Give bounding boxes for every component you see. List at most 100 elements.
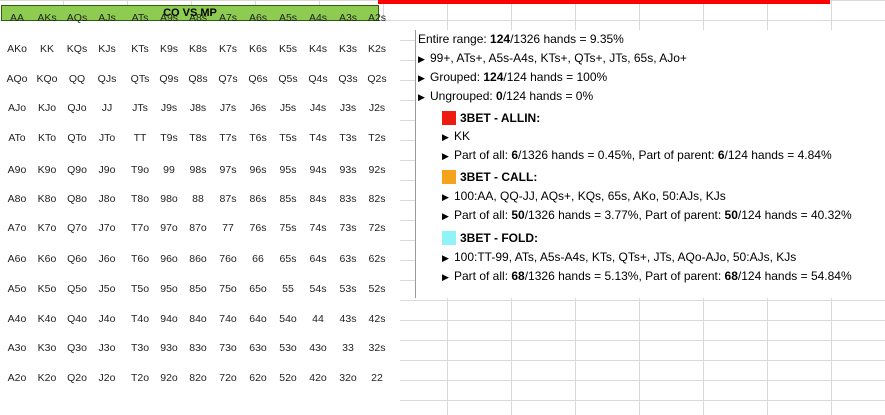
hand-cell-J3s[interactable]: J3s <box>339 102 357 114</box>
hand-cell-42s[interactable]: 42s <box>368 313 386 325</box>
hand-cell-T9o[interactable]: T9o <box>130 164 150 176</box>
hand-cell-Q3o[interactable]: Q3o <box>67 342 87 354</box>
hand-cell-75s[interactable]: 75s <box>279 222 297 234</box>
ungrouped-line[interactable]: ▶ Ungrouped: 0/124 hands = 0% <box>418 89 593 103</box>
expand-arrow-icon[interactable]: ▶ <box>418 73 425 83</box>
hand-cell-A7o[interactable]: A7o <box>7 222 27 234</box>
hand-cell-96o[interactable]: 96o <box>160 253 178 265</box>
hand-cell-ATs[interactable]: ATs <box>131 12 149 24</box>
hand-cell-A4s[interactable]: A4s <box>308 12 328 24</box>
group-call-hands-line[interactable]: ▶ 100:AA, QQ-JJ, AQs+, KQs, 65s, AKo, 50:… <box>442 189 726 203</box>
hand-cell-QTo[interactable]: QTo <box>67 132 87 144</box>
hand-cell-72s[interactable]: 72s <box>368 222 386 234</box>
hand-cell-98o[interactable]: 98o <box>160 193 178 205</box>
hand-cell-J6o[interactable]: J6o <box>98 253 116 265</box>
hand-cell-J8s[interactable]: J8s <box>189 102 207 114</box>
hand-cell-T8o[interactable]: T8o <box>130 193 150 205</box>
expand-arrow-icon[interactable]: ▶ <box>442 192 449 202</box>
hand-cell-A5o[interactable]: A5o <box>7 283 27 295</box>
hand-cell-Q2s[interactable]: Q2s <box>367 73 387 85</box>
hand-cell-A4o[interactable]: A4o <box>7 313 27 325</box>
hand-cell-K9o[interactable]: K9o <box>37 164 57 176</box>
hand-cell-64o[interactable]: 64o <box>249 313 267 325</box>
hand-cell-K3o[interactable]: K3o <box>37 342 57 354</box>
hand-cell-K2s[interactable]: K2s <box>367 43 387 55</box>
group-allin-hands-line[interactable]: ▶ KK <box>442 129 470 143</box>
hand-cell-QJs[interactable]: QJs <box>97 73 117 85</box>
call-color-swatch[interactable] <box>442 170 456 184</box>
hand-cell-T9s[interactable]: T9s <box>160 132 178 144</box>
hand-cell-Q5s[interactable]: Q5s <box>278 73 298 85</box>
hand-cell-42o[interactable]: 42o <box>309 372 327 384</box>
hand-cell-84o[interactable]: 84o <box>189 313 207 325</box>
hand-cell-J7s[interactable]: J7s <box>219 102 237 114</box>
hand-cell-98s[interactable]: 98s <box>189 164 207 176</box>
hand-cell-Q7o[interactable]: Q7o <box>67 222 87 234</box>
hand-cell-A6s[interactable]: A6s <box>248 12 268 24</box>
hand-cell-QJo[interactable]: QJo <box>67 102 87 114</box>
hand-cell-A9s[interactable]: A9s <box>159 12 179 24</box>
hand-cell-T5o[interactable]: T5o <box>130 283 150 295</box>
hand-cell-K5s[interactable]: K5s <box>278 43 298 55</box>
hand-cell-J6s[interactable]: J6s <box>249 102 267 114</box>
grouped-line[interactable]: ▶ Grouped: 124/124 hands = 100% <box>418 70 607 84</box>
hand-cell-86o[interactable]: 86o <box>189 253 207 265</box>
hand-cell-QQ[interactable]: QQ <box>68 73 86 85</box>
hand-cell-72o[interactable]: 72o <box>219 372 237 384</box>
hand-cell-KJs[interactable]: KJs <box>98 43 116 55</box>
hand-cell-K6s[interactable]: K6s <box>248 43 268 55</box>
hand-cell-32s[interactable]: 32s <box>368 342 386 354</box>
hand-cell-QTs[interactable]: QTs <box>130 73 150 85</box>
hand-cell-A9o[interactable]: A9o <box>7 164 27 176</box>
hand-cell-Q7s[interactable]: Q7s <box>218 73 238 85</box>
hand-cell-73s[interactable]: 73s <box>339 222 357 234</box>
hand-cell-53s[interactable]: 53s <box>339 283 357 295</box>
hand-cell-A5s[interactable]: A5s <box>278 12 298 24</box>
range-list-line[interactable]: ▶ 99+, ATs+, A5s-A4s, KTs+, QTs+, JTs, 65… <box>418 51 687 65</box>
hand-cell-93s[interactable]: 93s <box>339 164 357 176</box>
hand-cell-J5o[interactable]: J5o <box>98 283 116 295</box>
hand-cell-A2s[interactable]: A2s <box>367 12 387 24</box>
hand-cell-KTs[interactable]: KTs <box>131 43 149 55</box>
hand-cell-93o[interactable]: 93o <box>160 342 178 354</box>
hand-cell-Q9o[interactable]: Q9o <box>67 164 87 176</box>
hand-cell-T4s[interactable]: T4s <box>309 132 327 144</box>
hand-cell-A8o[interactable]: A8o <box>7 193 27 205</box>
expand-arrow-icon[interactable]: ▶ <box>442 132 449 142</box>
hand-cell-76o[interactable]: 76o <box>219 253 237 265</box>
hand-cell-85o[interactable]: 85o <box>189 283 207 295</box>
hand-cell-53o[interactable]: 53o <box>279 342 297 354</box>
hand-cell-43s[interactable]: 43s <box>339 313 357 325</box>
hand-cell-Q9s[interactable]: Q9s <box>159 73 179 85</box>
hand-cell-65s[interactable]: 65s <box>279 253 297 265</box>
hand-cell-J2s[interactable]: J2s <box>368 102 386 114</box>
hand-cell-97o[interactable]: 97o <box>160 222 178 234</box>
hand-cell-T7o[interactable]: T7o <box>130 222 150 234</box>
hand-cell-T3o[interactable]: T3o <box>130 342 150 354</box>
hand-cell-JJ[interactable]: JJ <box>101 102 113 114</box>
hand-cell-J7o[interactable]: J7o <box>98 222 116 234</box>
hand-cell-22[interactable]: 22 <box>371 372 383 384</box>
hand-cell-66[interactable]: 66 <box>252 253 264 265</box>
hand-cell-94s[interactable]: 94s <box>309 164 327 176</box>
hand-cell-K8o[interactable]: K8o <box>37 193 57 205</box>
expand-arrow-icon[interactable]: ▶ <box>418 92 425 102</box>
hand-cell-Q6s[interactable]: Q6s <box>248 73 268 85</box>
group-allin-part-line[interactable]: ▶ Part of all: 6/1326 hands = 0.45%, Part… <box>442 148 832 162</box>
hand-cell-Q4o[interactable]: Q4o <box>67 313 87 325</box>
hand-cell-88[interactable]: 88 <box>192 193 204 205</box>
hand-cell-K3s[interactable]: K3s <box>338 43 358 55</box>
hand-cell-AQo[interactable]: AQo <box>6 73 28 85</box>
hand-cell-77[interactable]: 77 <box>222 222 234 234</box>
hand-cell-K4o[interactable]: K4o <box>37 313 57 325</box>
hand-cell-65o[interactable]: 65o <box>249 283 267 295</box>
hand-cell-84s[interactable]: 84s <box>309 193 327 205</box>
hand-cell-KTo[interactable]: KTo <box>37 132 57 144</box>
hand-cell-Q8o[interactable]: Q8o <box>67 193 87 205</box>
hand-cell-AKs[interactable]: AKs <box>37 12 57 24</box>
hand-cell-87o[interactable]: 87o <box>189 222 207 234</box>
group-fold-part-line[interactable]: ▶ Part of all: 68/1326 hands = 5.13%, Par… <box>442 269 852 283</box>
hand-cell-Q4s[interactable]: Q4s <box>308 73 328 85</box>
hand-cell-52s[interactable]: 52s <box>368 283 386 295</box>
hand-cell-KQo[interactable]: KQo <box>36 73 58 85</box>
